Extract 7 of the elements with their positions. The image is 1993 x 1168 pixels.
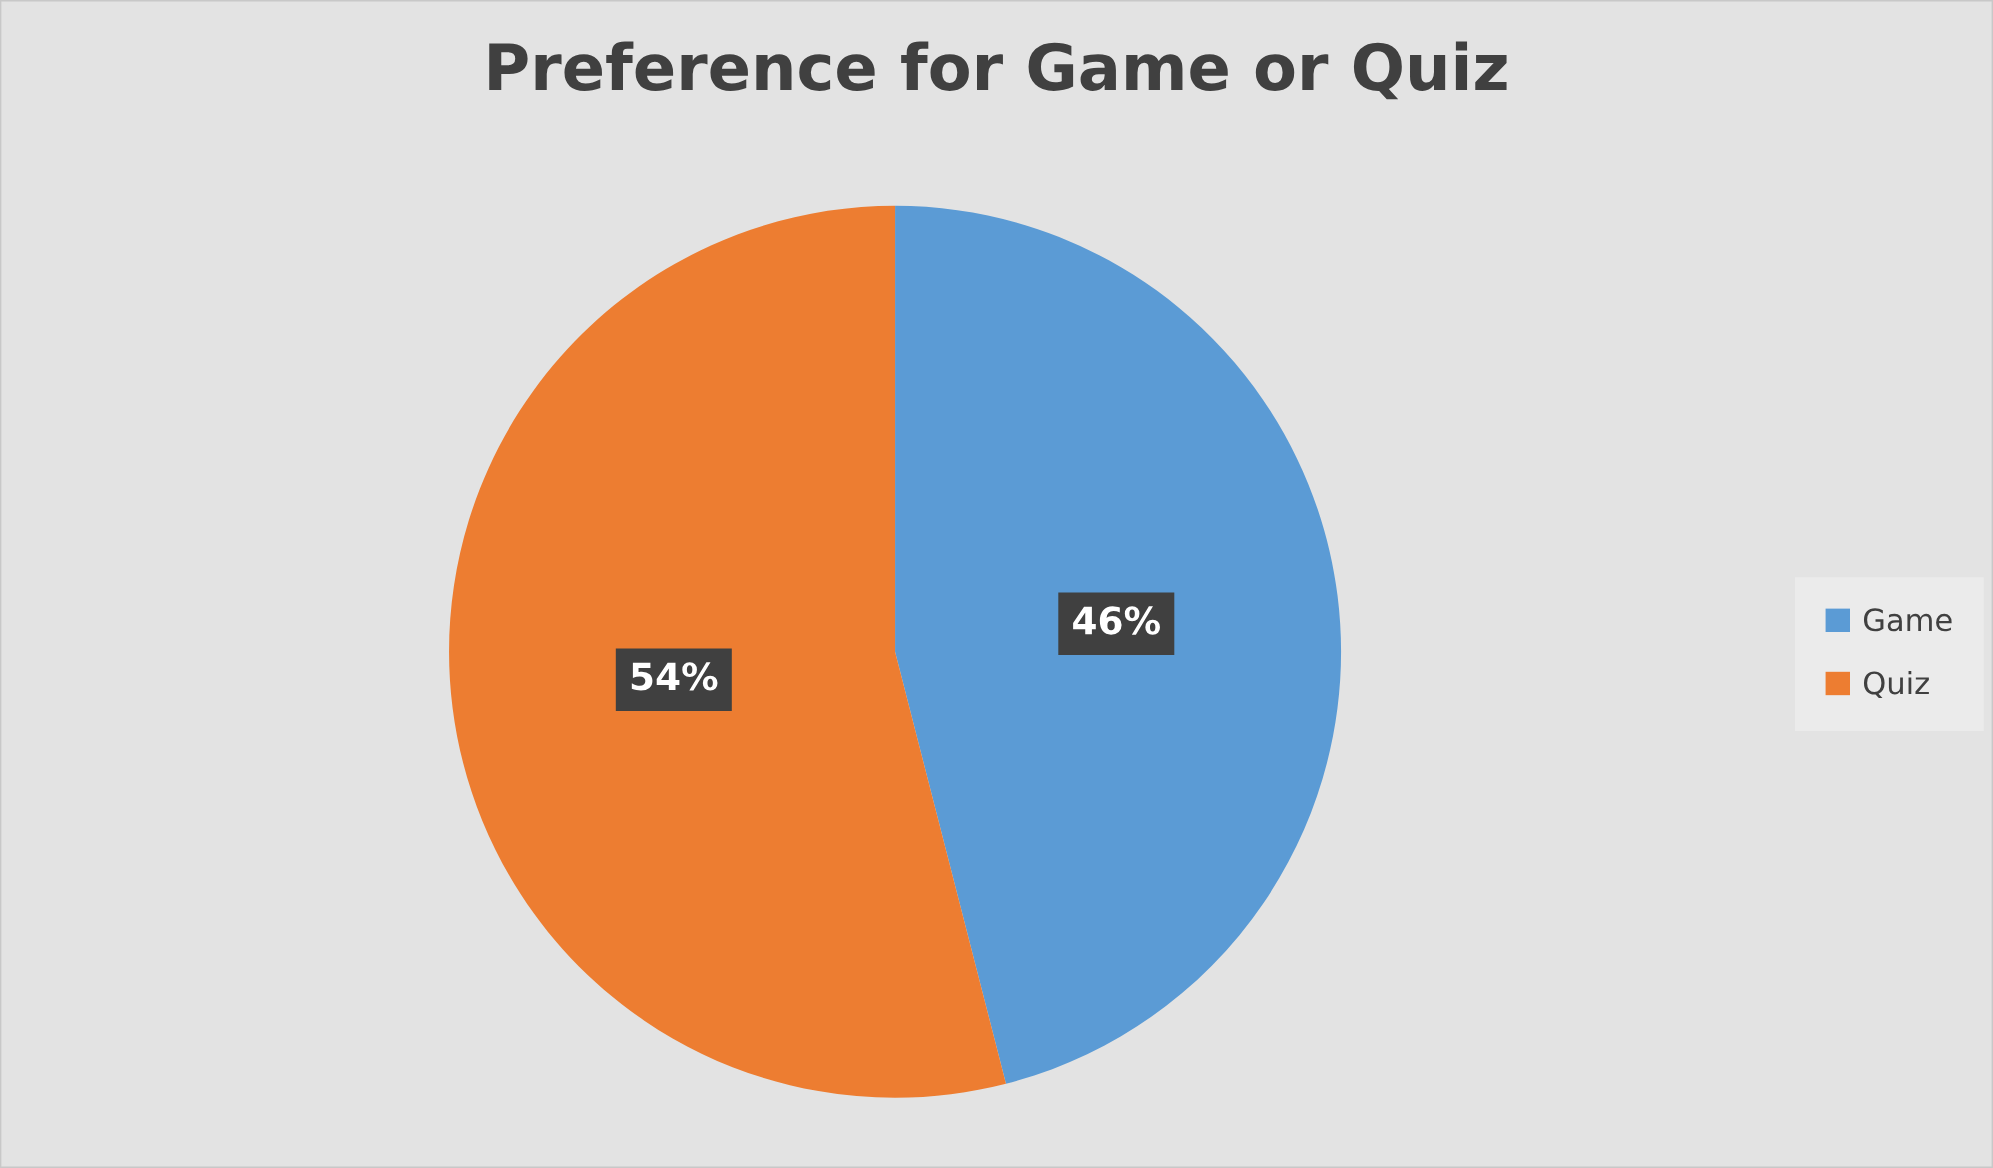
legend-label: Quiz xyxy=(1863,670,1929,699)
pie-slice xyxy=(449,205,1006,1098)
chart-title: Preference for Game or Quiz xyxy=(489,41,1507,100)
pie-slice xyxy=(895,205,1342,1084)
legend-label: Game xyxy=(1863,608,1952,632)
data-label: 46% xyxy=(1073,606,1160,635)
data-label: 54% xyxy=(631,662,718,691)
